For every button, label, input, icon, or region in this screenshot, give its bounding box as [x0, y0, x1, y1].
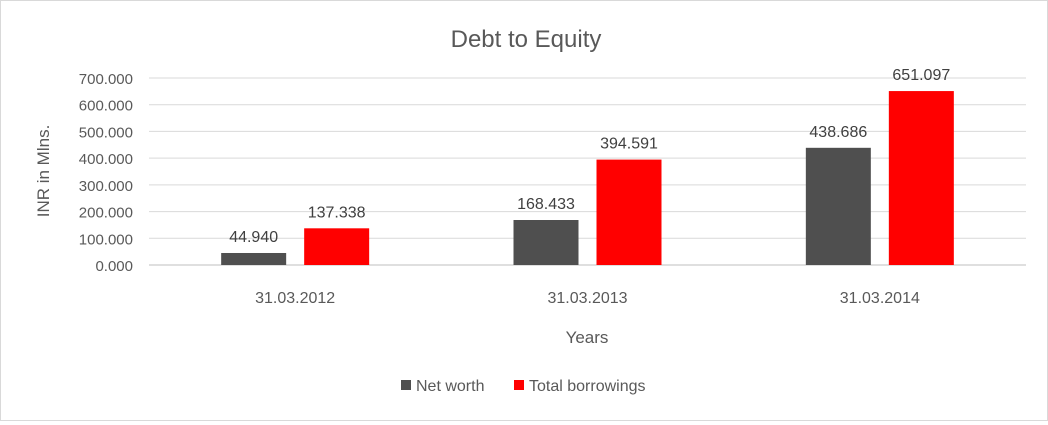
- data-label: 438.686: [809, 124, 867, 141]
- gridlines: [149, 77, 1026, 266]
- y-tick-label: 0.000: [95, 258, 133, 275]
- bar: [805, 147, 871, 265]
- data-label: 168.433: [517, 196, 575, 213]
- data-label: 44.940: [229, 229, 278, 246]
- bar: [888, 91, 954, 265]
- y-axis-ticks: 0.000 100.000 200.000 300.000 400.000 500.000…: [79, 71, 133, 275]
- legend-label: Net worth: [416, 378, 484, 395]
- x-tick-label: 31.03.2012: [255, 290, 335, 307]
- legend: Net worth Total borrowings: [401, 378, 646, 395]
- bar: [596, 159, 662, 265]
- y-axis-title: INR in Mlns.: [34, 125, 53, 218]
- x-axis-ticks: 31.03.2012 31.03.2013 31.03.2014: [255, 290, 920, 307]
- bar: [221, 252, 287, 265]
- bar: [304, 228, 370, 265]
- legend-swatch: [514, 380, 524, 390]
- y-tick-label: 600.000: [79, 98, 133, 115]
- y-tick-label: 500.000: [79, 124, 133, 141]
- x-axis-title: Years: [566, 328, 609, 347]
- chart-title: Debt to Equity: [451, 26, 602, 53]
- data-label: 137.338: [308, 204, 366, 221]
- legend-swatch: [401, 380, 411, 390]
- data-labels: 44.940 137.338 168.433 394.591 438.686 651.09…: [229, 67, 950, 246]
- data-label: 394.591: [600, 136, 658, 153]
- x-tick-label: 31.03.2014: [840, 290, 920, 307]
- x-tick-label: 31.03.2013: [547, 290, 627, 307]
- y-tick-label: 200.000: [79, 205, 133, 222]
- y-tick-label: 700.000: [79, 71, 133, 88]
- bar: [513, 220, 579, 265]
- data-label: 651.097: [892, 67, 950, 84]
- y-tick-label: 400.000: [79, 151, 133, 168]
- y-tick-label: 300.000: [79, 178, 133, 195]
- bars: [221, 91, 954, 265]
- y-tick-label: 100.000: [79, 231, 133, 248]
- legend-label: Total borrowings: [529, 378, 646, 395]
